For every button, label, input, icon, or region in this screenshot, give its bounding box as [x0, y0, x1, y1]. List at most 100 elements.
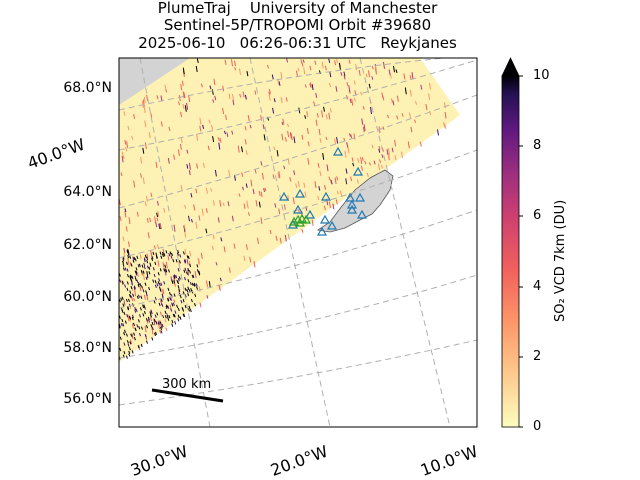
so2-pixel — [243, 255, 246, 261]
so2-pixel — [147, 316, 150, 321]
so2-pixel — [401, 113, 404, 117]
so2-pixel — [130, 278, 133, 283]
so2-pixel — [123, 311, 126, 316]
so2-pixel — [140, 295, 143, 299]
so2-pixel — [149, 217, 152, 223]
so2-pixel — [132, 256, 135, 260]
so2-pixel — [132, 314, 134, 319]
so2-pixel — [378, 163, 380, 171]
so2-pixel — [159, 311, 162, 316]
so2-pixel — [319, 137, 322, 143]
so2-pixel — [386, 149, 389, 156]
so2-pixel — [132, 259, 135, 263]
so2-pixel — [414, 119, 416, 123]
so2-pixel — [156, 212, 159, 218]
so2-pixel — [388, 69, 391, 76]
so2-pixel — [137, 272, 139, 278]
so2-pixel — [136, 324, 139, 328]
colorbar-tick-10: 10 — [533, 68, 550, 83]
so2-pixel — [156, 95, 159, 100]
so2-pixel — [193, 204, 196, 211]
so2-pixel — [335, 199, 338, 205]
so2-pixel — [130, 339, 132, 345]
so2-pixel — [170, 255, 173, 259]
so2-pixel — [155, 321, 158, 325]
so2-pixel — [166, 314, 169, 319]
so2-pixel — [365, 73, 368, 78]
so2-pixel — [329, 71, 332, 78]
so2-pixel — [345, 178, 348, 185]
so2-pixel — [249, 124, 252, 129]
so2-pixel — [126, 340, 129, 344]
so2-pixel — [212, 99, 215, 103]
so2-pixel — [173, 224, 176, 232]
volcano-marker — [304, 209, 316, 219]
so2-pixel — [228, 169, 231, 176]
so2-pixel — [129, 315, 131, 320]
so2-pixel — [244, 94, 247, 100]
so2-pixel — [142, 313, 145, 317]
so2-pixel — [323, 205, 326, 211]
so2-pixel — [167, 317, 170, 321]
so2-pixel — [286, 58, 289, 63]
so2-pixel — [136, 279, 139, 283]
so2-pixel — [409, 74, 412, 80]
so2-pixel — [163, 281, 166, 285]
so2-pixel — [369, 162, 371, 166]
so2-pixel — [181, 80, 184, 86]
so2-pixel — [170, 297, 173, 302]
so2-pixel — [136, 211, 139, 217]
so2-pixel — [155, 221, 158, 228]
so2-pixel — [301, 134, 304, 140]
so2-pixel — [126, 314, 129, 318]
so2-pixel — [206, 280, 208, 287]
so2-pixel — [151, 255, 154, 260]
so2-pixel — [142, 147, 145, 154]
so2-pixel — [189, 263, 192, 267]
so2-pixel — [177, 250, 180, 254]
colorbar-tick-8: 8 — [533, 138, 542, 153]
so2-pixel — [135, 267, 138, 271]
so2-pixel — [353, 80, 356, 85]
so2-pixel — [348, 85, 351, 92]
so2-pixel — [261, 172, 264, 180]
so2-pixel — [151, 327, 154, 335]
so2-pixel — [199, 117, 202, 125]
so2-pixel — [239, 93, 242, 98]
so2-pixel — [182, 299, 185, 303]
so2-pixel — [287, 157, 290, 165]
so2-pixel — [334, 138, 337, 145]
so2-pixel — [136, 295, 139, 300]
so2-pixel — [168, 269, 170, 273]
so2-pixel — [184, 230, 187, 238]
so2-pixel — [198, 286, 201, 292]
volcano-marker — [278, 191, 290, 201]
so2-pixel — [245, 244, 248, 250]
so2-pixel — [186, 102, 189, 110]
so2-pixel — [169, 292, 171, 296]
so2-pixel — [336, 190, 339, 195]
so2-pixel — [144, 120, 147, 128]
so2-pixel — [336, 137, 339, 144]
so2-pixel — [375, 68, 377, 75]
so2-pixel — [186, 259, 189, 265]
so2-pixel — [182, 67, 185, 75]
so2-pixel — [122, 260, 124, 264]
so2-pixel — [175, 259, 178, 263]
so2-pixel — [304, 115, 307, 119]
so2-pixel — [371, 144, 374, 149]
so2-pixel — [124, 284, 127, 288]
so2-pixel — [335, 86, 338, 92]
so2-pixel — [162, 253, 164, 258]
so2-pixel — [125, 146, 128, 152]
so2-pixel — [391, 147, 394, 153]
so2-pixel — [304, 191, 307, 198]
so2-pixel — [371, 76, 374, 80]
so2-pixel — [160, 121, 163, 127]
so2-pixel — [159, 329, 162, 334]
so2-pixel — [140, 343, 143, 348]
so2-pixel — [223, 246, 226, 253]
so2-pixel — [167, 157, 170, 164]
so2-pixel — [165, 89, 168, 93]
